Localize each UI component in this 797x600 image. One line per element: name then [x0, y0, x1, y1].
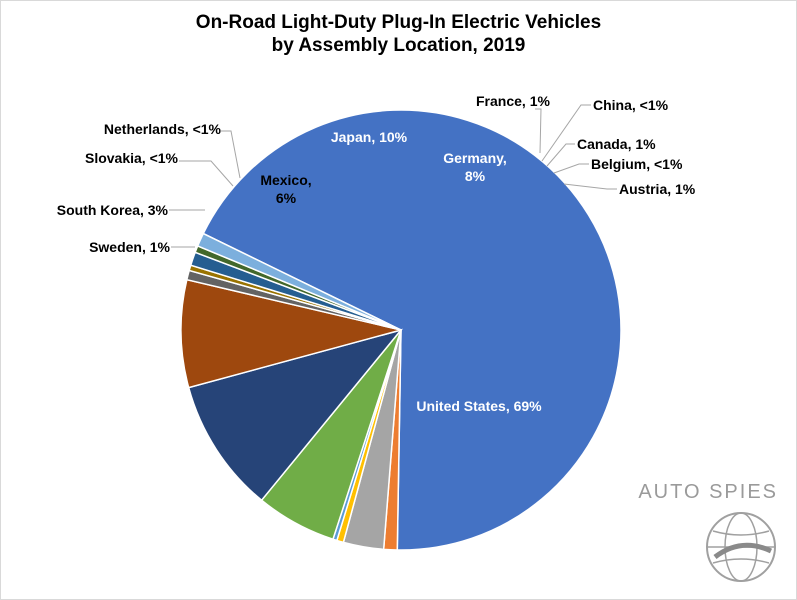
chart-title-line-1: On-Road Light-Duty Plug-In Electric Vehi…	[195, 12, 602, 33]
leader-lines	[169, 104, 617, 248]
leader-line-china	[541, 104, 591, 162]
leader-line-austria	[563, 183, 617, 190]
data-label-netherlands: Netherlands, <1%	[104, 121, 222, 137]
pie-slices	[180, 109, 622, 551]
data-label-mexico: Mexico, 6%	[260, 172, 311, 206]
data-label-france: France, 1%	[476, 93, 550, 109]
data-label-china: China, <1%	[593, 97, 669, 113]
slice-japan	[187, 328, 404, 502]
data-label-belgium: Belgium, <1%	[591, 156, 683, 172]
chart-title: On-Road Light-Duty Plug-In Electric Vehi…	[1, 11, 796, 57]
slice-austria	[196, 232, 402, 331]
data-label-sweden: Sweden, 1%	[89, 239, 170, 255]
data-label-south-korea: South Korea, 3%	[57, 202, 169, 218]
leader-line-netherlands	[221, 130, 241, 179]
leader-line-canada	[546, 143, 575, 167]
data-label-japan: Japan, 10%	[331, 129, 408, 145]
leader-line-france	[535, 108, 542, 154]
data-label-germany: Germany, 8%	[443, 150, 507, 184]
data-label-united-states: United States, 69%	[416, 398, 542, 414]
data-label-austria: Austria, 1%	[619, 181, 696, 197]
data-label-slovakia: Slovakia, <1%	[85, 150, 179, 166]
chart-title-line-2: by Assembly Location, 2019	[271, 35, 526, 56]
globe-logo-icon	[706, 512, 776, 582]
slice-united-states	[202, 109, 622, 551]
data-label-canada: Canada, 1%	[577, 136, 656, 152]
leader-line-belgium	[553, 163, 589, 174]
leader-line-slovakia	[179, 160, 234, 187]
watermark-text: AUTO SPIES	[638, 481, 778, 503]
slice-labels: United States, 69% Sweden, 1% South Korea,…	[57, 93, 696, 414]
slice-germany	[180, 278, 402, 389]
